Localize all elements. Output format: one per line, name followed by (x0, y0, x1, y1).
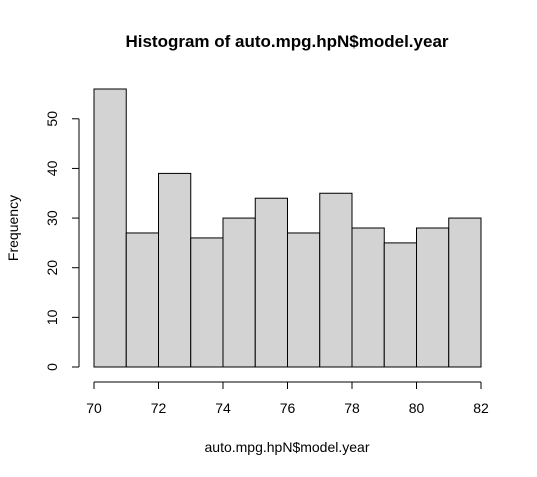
y-tick-label-40: 40 (44, 160, 60, 176)
x-tick-label-74: 74 (215, 400, 231, 416)
x-tick-label-72: 72 (151, 400, 167, 416)
y-axis: 0 10 20 30 40 50 (44, 111, 79, 371)
chart-title: Histogram of auto.mpg.hpN$model.year (125, 32, 448, 51)
histogram-bar-76 (288, 233, 320, 367)
histogram-bar-81 (449, 218, 481, 367)
y-tick-label-20: 20 (44, 260, 60, 276)
histogram-bar-71 (126, 233, 158, 367)
x-tick-label-70: 70 (86, 400, 102, 416)
x-tick-label-82: 82 (473, 400, 489, 416)
histogram-bar-73 (191, 238, 223, 367)
histogram-bar-80 (417, 228, 449, 367)
y-tick-label-0: 0 (44, 363, 60, 371)
histogram-bar-75 (255, 198, 287, 367)
y-axis-label: Frequency (5, 195, 21, 261)
x-axis-label: auto.mpg.hpN$model.year (205, 439, 370, 455)
histogram-bar-72 (159, 173, 191, 367)
x-tick-label-76: 76 (280, 400, 296, 416)
histogram-bar-79 (384, 243, 416, 367)
histogram-bar-78 (352, 228, 384, 367)
y-tick-label-10: 10 (44, 309, 60, 325)
x-axis: 70 72 74 76 78 80 82 (86, 382, 489, 416)
x-tick-label-80: 80 (409, 400, 425, 416)
histogram-bar-77 (320, 193, 352, 367)
histogram-bar-70 (94, 89, 126, 367)
histogram-bar-74 (223, 218, 255, 367)
bars-group (94, 89, 481, 367)
y-tick-label-30: 30 (44, 210, 60, 226)
x-tick-label-78: 78 (344, 400, 360, 416)
y-tick-label-50: 50 (44, 111, 60, 127)
